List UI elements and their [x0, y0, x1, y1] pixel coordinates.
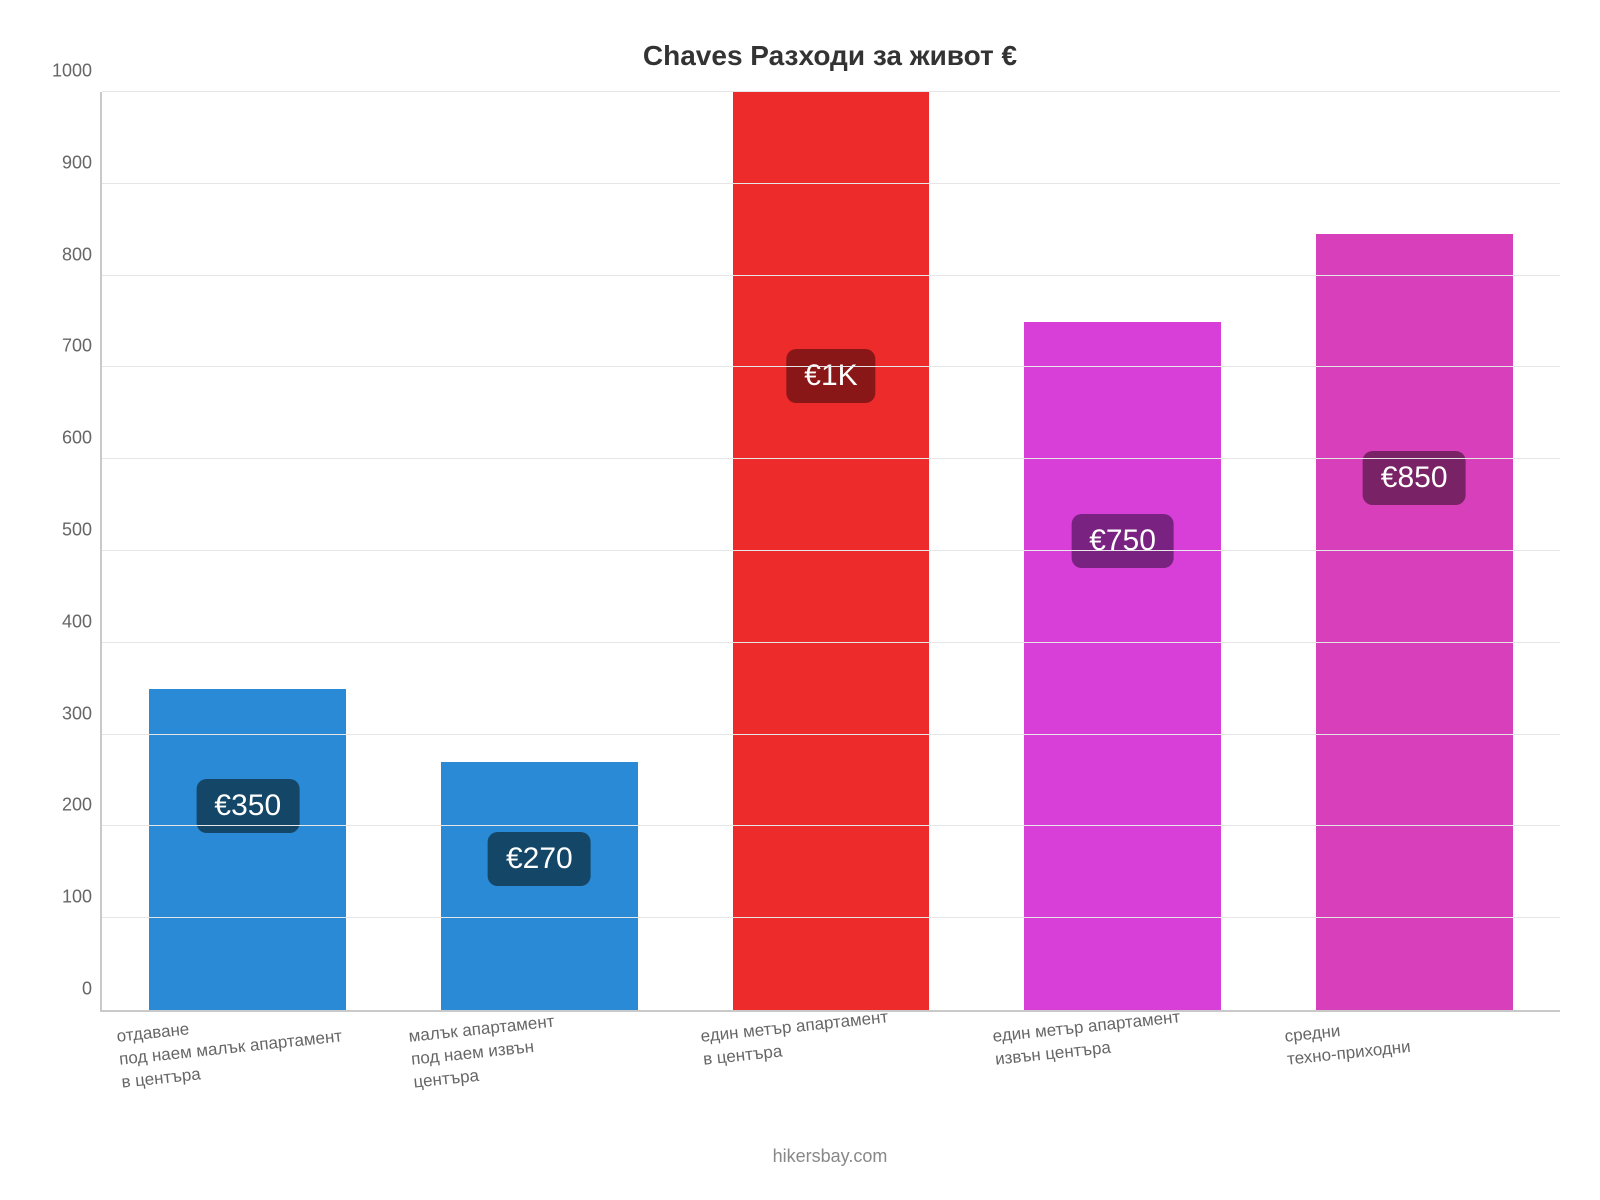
gridline — [102, 366, 1560, 367]
chart-container: Chaves Разходи за живот € €350 €270 €1K €75… — [0, 0, 1600, 1200]
y-tick-label: 500 — [62, 520, 102, 541]
y-tick-label: 800 — [62, 244, 102, 265]
x-tick-label: отдаване под наем малък апартамент в цен… — [115, 993, 389, 1140]
y-tick-label: 100 — [62, 887, 102, 908]
bar: €750 — [1024, 322, 1221, 1011]
gridline — [102, 183, 1560, 184]
x-tick-label: един метър апартамент в центъра — [699, 993, 973, 1140]
value-label: €1K — [786, 349, 875, 403]
attribution-text: hikersbay.com — [100, 1146, 1560, 1167]
bar-slot: €850 — [1316, 92, 1513, 1010]
bars-group: €350 €270 €1K €750 €850 — [102, 92, 1560, 1010]
y-tick-label: 900 — [62, 152, 102, 173]
y-tick-label: 600 — [62, 428, 102, 449]
bar-slot: €350 — [149, 92, 346, 1010]
bar: €850 — [1316, 234, 1513, 1010]
y-tick-label: 700 — [62, 336, 102, 357]
y-tick-label: 1000 — [52, 61, 102, 82]
gridline — [102, 917, 1560, 918]
bar: €270 — [441, 762, 638, 1010]
y-tick-label: 0 — [82, 979, 102, 1000]
y-tick-label: 300 — [62, 703, 102, 724]
bar: €1K — [733, 92, 930, 1010]
gridline — [102, 734, 1560, 735]
x-axis-labels: отдаване под наем малък апартамент в цен… — [100, 1020, 1560, 1140]
gridline — [102, 550, 1560, 551]
gridline — [102, 642, 1560, 643]
bar: €350 — [149, 689, 346, 1010]
chart-title: Chaves Разходи за живот € — [100, 40, 1560, 72]
plot-area: €350€270€1K€750€850 01002003004005006007… — [100, 92, 1560, 1012]
gridline — [102, 275, 1560, 276]
value-label: €750 — [1071, 514, 1174, 568]
y-tick-label: 200 — [62, 795, 102, 816]
x-tick-label: средни техно-приходни — [1283, 993, 1557, 1140]
value-label: €850 — [1363, 451, 1466, 505]
value-label: €270 — [488, 832, 591, 886]
gridline — [102, 825, 1560, 826]
bar-slot: €1K — [733, 92, 930, 1010]
x-tick-label: малък апартамент под наем извън центъра — [407, 993, 681, 1140]
gridline — [102, 91, 1560, 92]
x-tick-label: един метър апартамент извън центъра — [991, 993, 1265, 1140]
gridline — [102, 458, 1560, 459]
y-tick-label: 400 — [62, 611, 102, 632]
bar-slot: €750 — [1024, 92, 1221, 1010]
bar-slot: €270 — [441, 92, 638, 1010]
